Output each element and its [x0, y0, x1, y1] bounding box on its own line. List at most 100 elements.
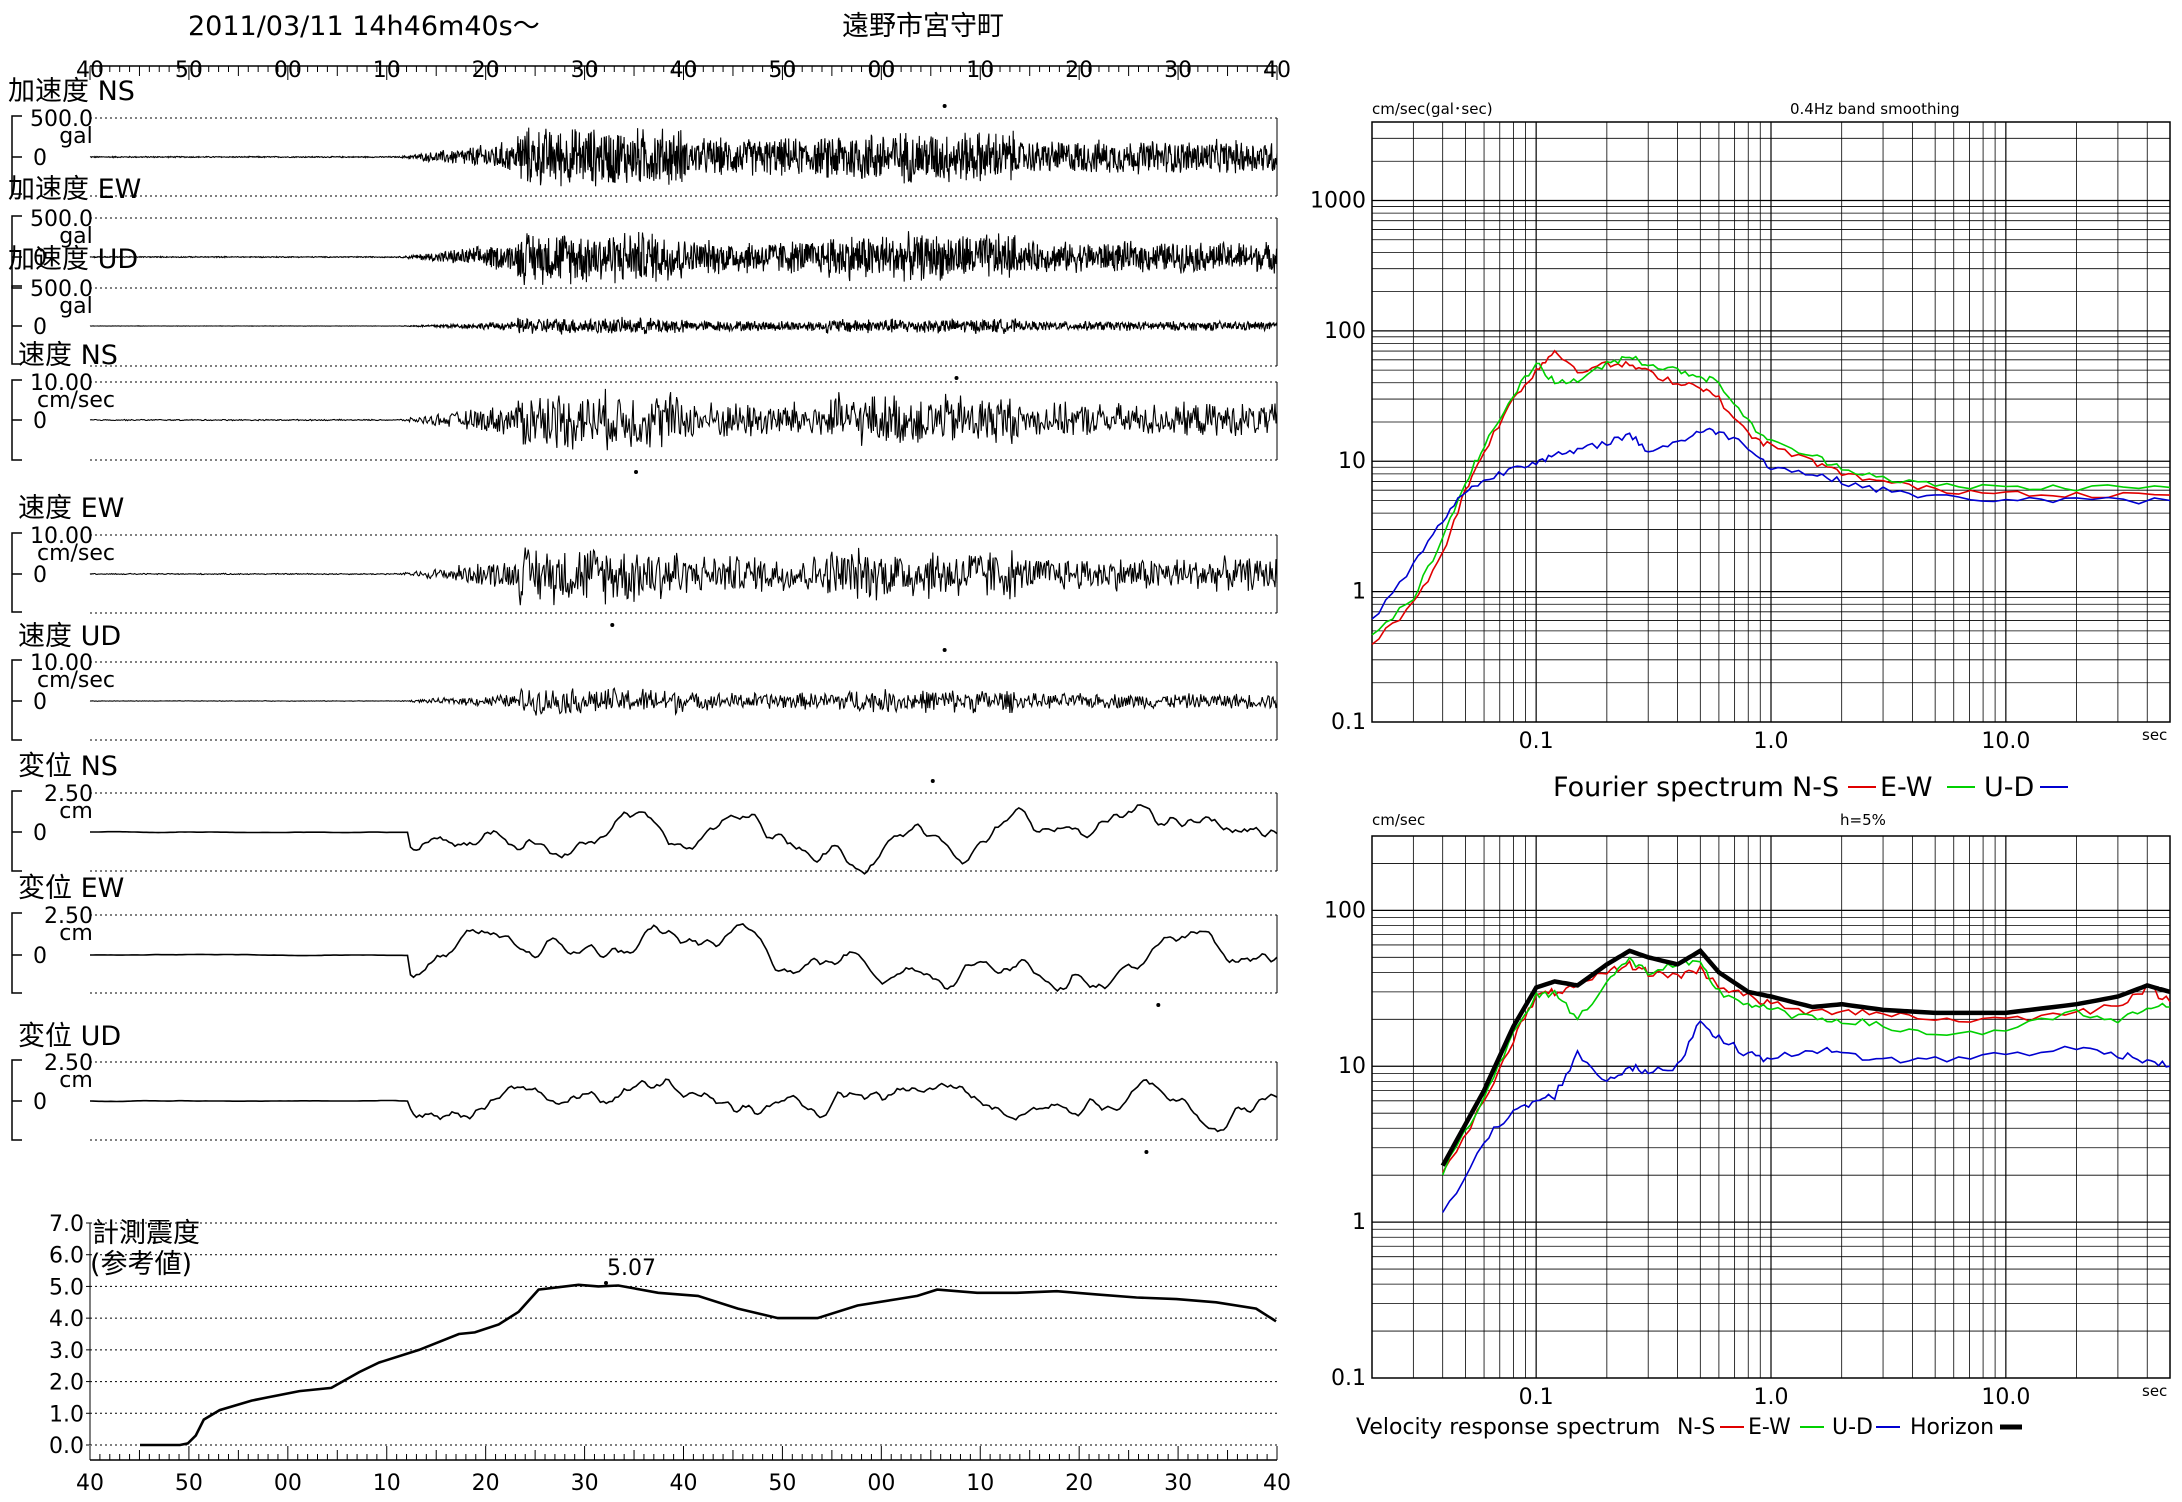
velocity-response-chart: cm/sec h=5% sec 100 10 1 0.1 0.1 1.0 10.0: [1324, 811, 2171, 1410]
intensity-y-tick-label: 5.0: [49, 1275, 84, 1300]
waveform-bracket: [11, 115, 22, 195]
waveform-unit-label: gal: [59, 124, 93, 149]
waveform-trace: [89, 547, 1278, 606]
waveform-peak-marker: [930, 779, 935, 783]
spectrum-y-tick-label: 10: [1338, 449, 1366, 474]
fourier-legend-title: Fourier spectrum: [1553, 772, 1784, 803]
vresp-legend-ud: U-D: [1832, 1415, 1873, 1440]
waveform-trace: [89, 1078, 1278, 1133]
bottom-axis-tick-label: 30: [1164, 1471, 1192, 1496]
bottom-axis-tick-label: 20: [472, 1471, 500, 1496]
waveform-unit-label: cm/sec: [37, 541, 115, 566]
bottom-axis-tick-label: 00: [867, 1471, 895, 1496]
intensity-y-tick-label: 3.0: [49, 1339, 84, 1364]
waveform-peak-marker: [942, 104, 947, 108]
intensity-y-tick-label: 4.0: [49, 1307, 84, 1332]
spectrum-x-tick-label: 10.0: [1981, 1385, 2030, 1410]
spectrum-y-tick-label: 10: [1338, 1054, 1366, 1079]
waveform-zero-label: 0: [33, 690, 47, 715]
spectrum-y-tick-label: 0.1: [1331, 710, 1366, 735]
bottom-time-axis: 40 50 00 10 20 30 40 50 00 10 20 30 40: [76, 1446, 1291, 1496]
spectrum-x-tick-label: 10.0: [1981, 729, 2030, 754]
vresp-unit-label: cm/sec: [1372, 811, 1425, 829]
spectrum-y-tick-label: 1: [1352, 580, 1366, 605]
waveform-trace: [89, 231, 1278, 286]
waveform-scale-label: 2.50: [44, 904, 93, 929]
waveform-trace: [89, 316, 1278, 335]
bottom-axis-tick-label: 30: [571, 1471, 599, 1496]
waveform-zero-label: 0: [33, 563, 47, 588]
waveform-scale-label: 2.50: [44, 782, 93, 807]
waveform-bracket: [11, 215, 22, 289]
waveform-label: 変位 NS: [18, 751, 118, 782]
waveform-trace: [90, 922, 1278, 993]
station-name: 遠野市宮守町: [842, 11, 1004, 42]
fourier-x-unit: sec: [2142, 726, 2167, 744]
bottom-axis-tick-label: 10: [966, 1471, 994, 1496]
fourier-legend: Fourier spectrum N-S E-W U-D: [1553, 772, 2068, 803]
spectrum-y-tick-label: 100: [1324, 319, 1366, 344]
waveform-peak-marker: [954, 376, 959, 380]
waveform-unit-label: cm/sec: [37, 388, 115, 413]
fourier-smoothing-label: 0.4Hz band smoothing: [1790, 100, 1960, 118]
intensity-y-tick-label: 7.0: [49, 1212, 84, 1237]
waveform-peak-marker: [610, 623, 615, 627]
intensity-series-line: [140, 1283, 1277, 1447]
waveform-scale-label: 2.50: [44, 1051, 93, 1076]
spectrum-y-tick-label: 1: [1352, 1210, 1366, 1235]
vresp-legend-title: Velocity response spectrum: [1356, 1415, 1660, 1440]
waveform-zero-label: 0: [33, 246, 47, 271]
vresp-legend-ew: E-W: [1748, 1415, 1791, 1440]
spectrum-y-tick-label: 0.1: [1331, 1366, 1366, 1391]
waveform-unit-label: cm: [59, 1068, 93, 1093]
waveform-bracket: [11, 659, 22, 741]
waveform-peak-marker: [1156, 1003, 1161, 1007]
waveform-peak-marker: [942, 648, 947, 652]
waveform-peak-marker: [634, 470, 639, 474]
spectrum-x-tick-label: 1.0: [1754, 1385, 1789, 1410]
spectrum-x-tick-label: 1.0: [1754, 729, 1789, 754]
waveform-unit-label: gal: [59, 224, 93, 249]
bottom-axis-tick-label: 50: [175, 1471, 203, 1496]
spectrum-series-ew: [1371, 355, 2171, 636]
spectrum-series-horizon: [1440, 947, 2171, 1167]
waveform-label: 速度 EW: [18, 493, 124, 524]
bottom-axis-tick-label: 00: [274, 1471, 302, 1496]
vresp-x-unit: sec: [2142, 1382, 2167, 1400]
waveform-label: 加速度 NS: [8, 76, 135, 107]
fourier-legend-ew: E-W: [1880, 772, 1932, 803]
waveform-scale-label: 10.00: [30, 651, 93, 676]
waveform-trace: [89, 687, 1278, 717]
intensity-label-line2: (参考値): [90, 1249, 192, 1280]
waveform-bracket: [11, 532, 22, 613]
fourier-legend-ns: N-S: [1792, 772, 1839, 803]
fourier-unit-label: cm/sec(gal･sec): [1372, 100, 1493, 118]
intensity-y-tick-label: 0.0: [49, 1434, 84, 1459]
waveform-zero-label: 0: [33, 146, 47, 171]
waveform-unit-label: cm/sec: [37, 668, 115, 693]
spectrum-series-ew: [1441, 956, 2170, 1176]
spectrum-series-ns: [1371, 349, 2171, 646]
intensity-y-tick-label: 6.0: [49, 1244, 84, 1269]
intensity-peak-label: 5.07: [607, 1256, 656, 1281]
waveform-zero-label: 0: [33, 944, 47, 969]
vresp-legend-ns: N-S: [1677, 1415, 1715, 1440]
waveform-label: 変位 UD: [18, 1021, 121, 1052]
waveform-scale-label: 10.00: [30, 371, 93, 396]
waveform-bracket: [11, 1059, 22, 1141]
waveform-scale-label: 500.0: [30, 277, 93, 302]
spectrum-y-tick-label: 100: [1324, 898, 1366, 923]
fourier-legend-ud: U-D: [1984, 772, 2034, 803]
spectrum-x-tick-label: 0.1: [1519, 729, 1554, 754]
waveform-zero-label: 0: [33, 315, 47, 340]
bottom-axis-tick-label: 40: [76, 1471, 104, 1496]
waveform-unit-label: cm: [59, 799, 93, 824]
waveform-scale-label: 500.0: [30, 207, 93, 232]
